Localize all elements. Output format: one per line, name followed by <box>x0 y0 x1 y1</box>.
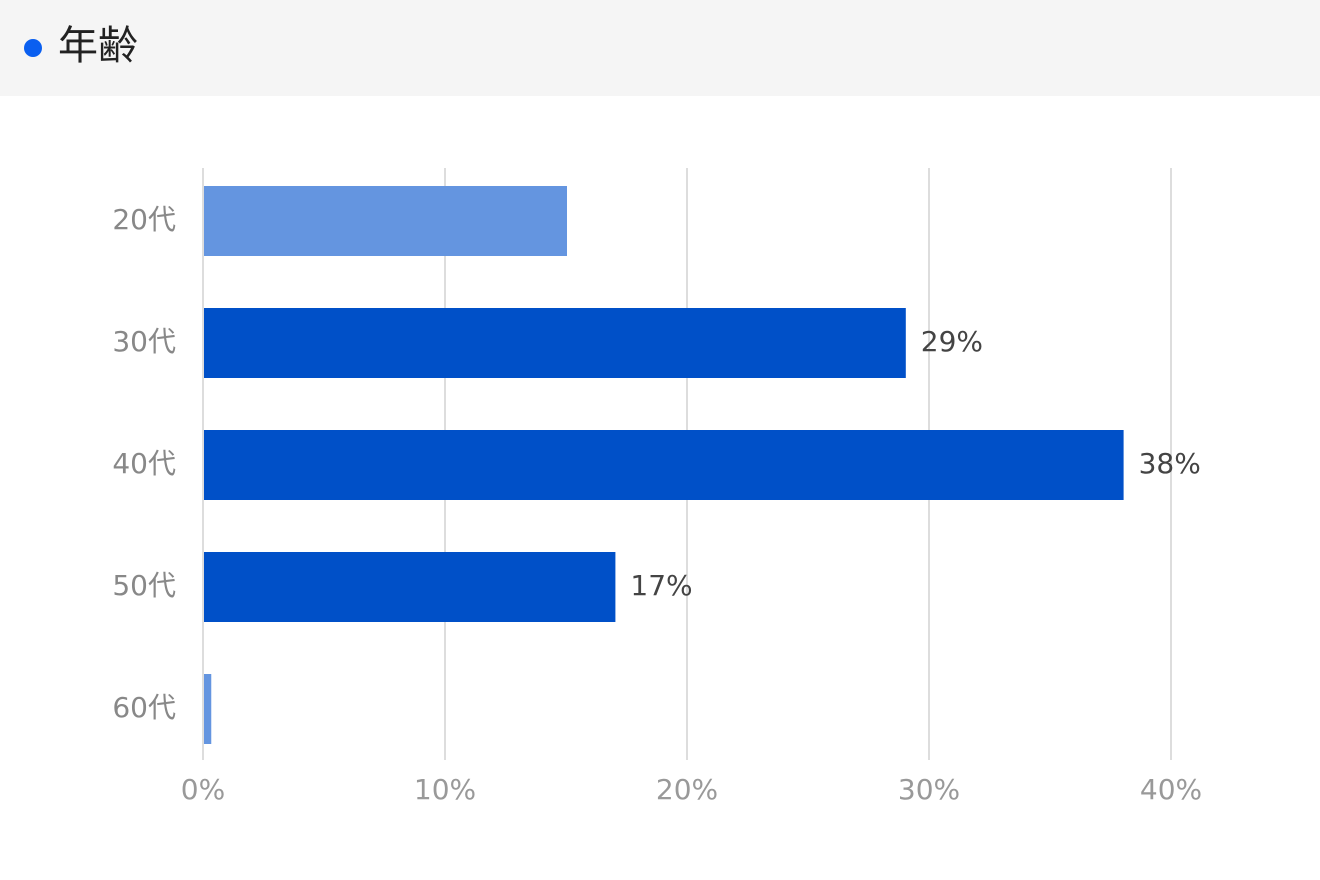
bar <box>204 186 567 256</box>
x-tick-label: 40% <box>1140 773 1202 806</box>
bar <box>204 308 906 378</box>
value-label: 38% <box>1139 447 1201 480</box>
bar <box>204 430 1124 500</box>
x-tick-label: 10% <box>414 773 476 806</box>
chart-title: 年齢 <box>58 23 138 69</box>
y-tick-label: 20代 <box>112 203 176 236</box>
title-dot <box>24 39 42 57</box>
y-tick-label: 40代 <box>112 447 176 480</box>
x-tick-label: 30% <box>898 773 960 806</box>
x-tick-label: 20% <box>656 773 718 806</box>
x-tick-label: 0% <box>181 773 225 806</box>
bar <box>204 552 616 622</box>
y-tick-label: 30代 <box>112 325 176 358</box>
header-bar <box>0 0 1320 96</box>
bar <box>204 674 212 744</box>
y-tick-label: 50代 <box>112 569 176 602</box>
y-tick-label: 60代 <box>112 691 176 724</box>
value-label: 29% <box>921 325 983 358</box>
value-label: 17% <box>630 569 692 602</box>
